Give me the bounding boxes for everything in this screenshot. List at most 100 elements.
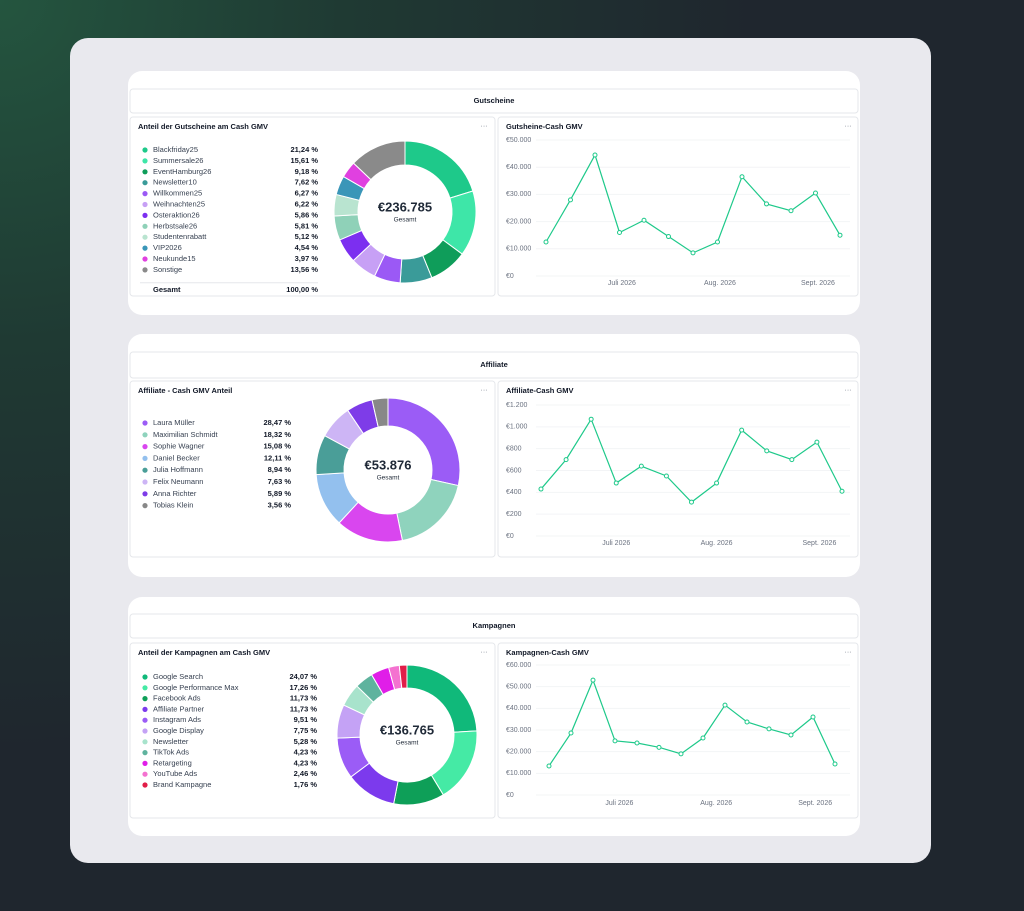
point [715,239,720,245]
legend-value: 5,89 % [268,489,292,498]
legend-label: Neukunde15 [153,254,196,263]
center-value: €236.785 [378,199,432,214]
section-title: Kampagnen [473,621,516,630]
legend-label: Affiliate Partner [153,704,205,713]
menu: ··· [481,649,488,656]
legend-label: Brand Kampagne [153,780,211,789]
point [788,732,794,738]
y-tick-label: €800 [506,446,522,453]
line-title: Kampagnen-Cash GMV [506,648,589,657]
point [678,751,684,757]
legend-value: 6,22 % [295,199,319,208]
y-tick-label: €20.000 [506,218,531,225]
y-tick-label: €20.000 [506,749,531,756]
legend-label: EventHamburg26 [153,167,211,176]
legend-label: Facebook Ads [153,694,201,703]
point [739,427,745,433]
y-tick-label: €400 [506,489,522,496]
legend-label: Daniel Becker [153,453,200,462]
legend-value: 11,73 % [290,704,317,713]
section-header [129,88,859,114]
x-tick-label: Aug. 2026 [701,540,733,547]
menu: ··· [481,387,488,394]
legend-value: 21,24 % [290,145,318,154]
legend-dot [142,771,148,777]
point [638,463,644,469]
total-value: 100,00 % [286,285,318,294]
donut-title: Anteil der Kampagnen am Cash GMV [138,648,270,657]
legend-label: Anna Richter [153,489,197,498]
legend-value: 9,18 % [295,167,319,176]
point [766,726,772,732]
legend-dot [142,444,148,450]
legend-value: 7,63 % [268,477,292,486]
donut-title: Affiliate - Cash GMV Anteil [138,386,232,395]
legend-dot [142,223,148,229]
point [568,197,573,203]
point [813,190,818,196]
legend-value: 5,12 % [295,232,319,241]
legend-label: Laura Müller [153,418,195,427]
legend-value: 24,07 % [289,672,317,681]
point [839,488,845,494]
legend-label: Summersale26 [153,156,203,165]
y-tick-label: €1.200 [506,402,528,409]
legend-label: Studentenrabatt [153,232,207,241]
point [837,232,843,238]
legend-value: 12,11 % [264,453,291,462]
legend-label: Google Display [153,726,204,735]
center-label: Gesamt [396,740,419,747]
legend-label: Tobias Klein [153,501,193,510]
y-tick-label: €40.000 [506,164,531,171]
legend-value: 17,26 % [289,683,317,692]
y-tick-label: €0 [506,533,514,540]
legend-dot [142,201,148,208]
legend-dot [142,147,148,153]
legend-dot [142,739,148,745]
x-tick-label: Juli 2026 [608,280,636,287]
line [548,678,836,767]
x-tick-label: Sept. 2026 [801,280,835,287]
legend-label: TikTok Ads [153,748,189,757]
x-tick-label: Juli 2026 [602,540,630,547]
point [739,174,745,180]
point [592,152,598,158]
y-tick-label: €200 [506,511,522,518]
y-tick-label: €600 [506,467,522,474]
donut-title: Anteil der Gutscheine am Cash GMV [138,122,268,131]
legend-value: 3,56 % [268,501,292,510]
legend-dot [142,212,148,218]
legend-dot [142,180,148,186]
menu: ··· [845,387,852,394]
y-tick-label: €0 [506,792,514,799]
legend-dot [142,256,148,262]
legend-dot [142,169,148,175]
legend-dot [142,479,148,485]
point [563,457,569,463]
legend-value: 1,76 % [294,780,318,789]
point [634,740,640,746]
legend-dot [142,420,148,426]
x-tick-label: Sept. 2026 [802,540,836,547]
legend-value: 7,75 % [294,726,318,735]
legend-dot [142,245,148,251]
point [666,234,671,240]
center-label: Gesamt [394,217,417,224]
legend-value: 4,23 % [294,758,318,767]
y-tick-label: €50.000 [506,137,531,144]
legend-value: 5,28 % [294,737,318,746]
y-tick-label: €60.000 [506,662,531,669]
legend-value: 7,62 % [295,178,319,187]
legend-value: 11,73 % [290,694,317,703]
legend-dot [142,432,148,438]
point [546,763,552,769]
legend-value: 9,51 % [294,715,318,724]
donut-slice [352,140,406,181]
legend-label: Weihnachten25 [153,199,205,208]
legend-dot [142,760,148,767]
legend-value: 2,46 % [294,769,318,778]
point [641,217,647,223]
legend-dot [142,467,148,473]
legend-dot [142,782,148,788]
legend-label: Maximilian Schmidt [153,430,219,439]
